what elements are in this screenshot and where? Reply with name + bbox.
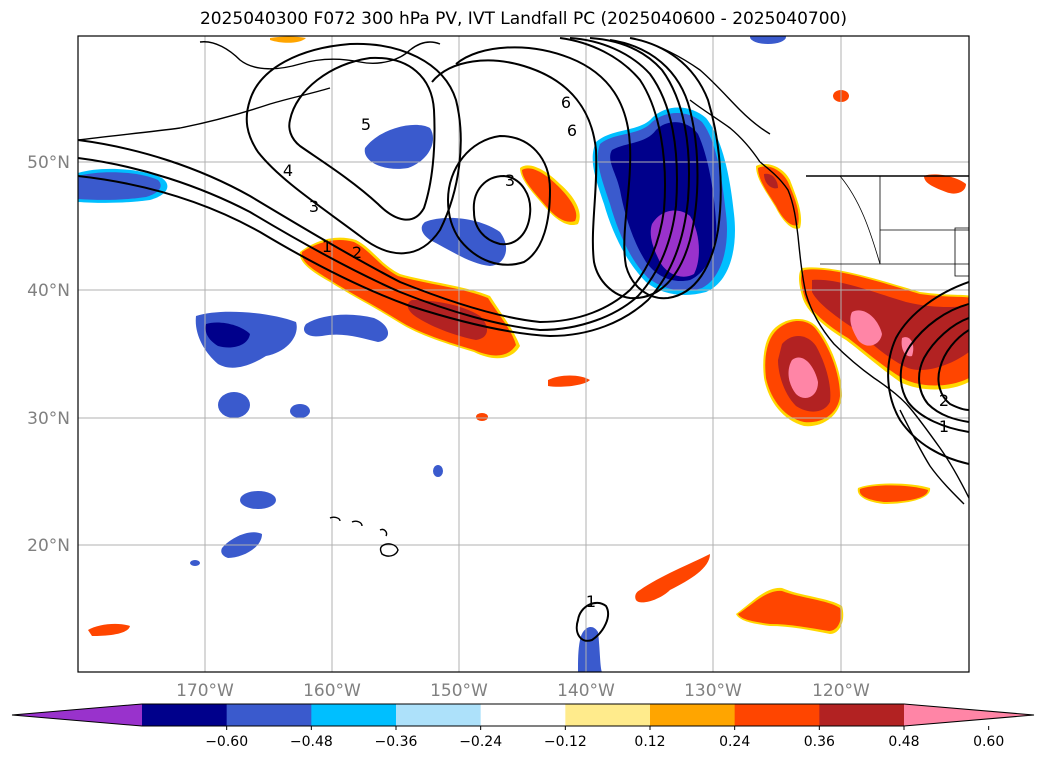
contour-label: 3 bbox=[309, 197, 319, 216]
lon-label: 120°W bbox=[812, 681, 870, 701]
contour-label: 2 bbox=[352, 243, 362, 262]
lat-lon-grid bbox=[78, 36, 969, 672]
colorbar-bin bbox=[226, 704, 312, 726]
colorbar-tick-label: −0.36 bbox=[375, 734, 418, 750]
contour-labels: 5 6 4 3 3 1 2 5 6 1 2 1 bbox=[283, 93, 949, 611]
lon-label: 160°W bbox=[303, 681, 361, 701]
longitude-labels: 170°W 160°W 150°W 140°W 130°W 120°W bbox=[176, 681, 870, 701]
colorbar-outline bbox=[11, 703, 1035, 727]
colorbar-tick-label: −0.24 bbox=[459, 734, 502, 750]
colorbar-tick-label: −0.48 bbox=[290, 734, 333, 750]
colorbar-bin bbox=[142, 704, 228, 726]
lat-label: 20°N bbox=[27, 536, 70, 556]
lon-label: 170°W bbox=[176, 681, 234, 701]
colorbar-tick-label: 0.24 bbox=[719, 734, 750, 750]
coastlines bbox=[78, 39, 969, 557]
colorbar-tick-label: 0.12 bbox=[634, 734, 665, 750]
contour-label: 3 bbox=[505, 171, 515, 190]
colorbar bbox=[11, 703, 1035, 727]
colorbar-extend-max bbox=[904, 704, 1034, 726]
state-borders bbox=[820, 175, 969, 277]
colorbar-bin bbox=[480, 704, 566, 726]
colorbar-tick-label: 0.36 bbox=[804, 734, 835, 750]
lon-label: 150°W bbox=[430, 681, 488, 701]
contour-label: 2 bbox=[939, 391, 949, 410]
colorbar-bin bbox=[396, 704, 482, 726]
lon-label: 140°W bbox=[557, 681, 615, 701]
map-border bbox=[77, 35, 970, 673]
lat-label: 40°N bbox=[27, 281, 70, 301]
contour-label: 1 bbox=[586, 592, 596, 611]
colorbar-bin bbox=[734, 704, 820, 726]
colorbar-bin bbox=[819, 704, 905, 726]
latitude-labels: 50°N 40°N 30°N 20°N bbox=[27, 153, 70, 556]
colorbar-bin bbox=[565, 704, 651, 726]
colorbar-tick-label: −0.12 bbox=[544, 734, 587, 750]
lat-label: 50°N bbox=[27, 153, 70, 173]
colorbar-tick-label: −0.60 bbox=[205, 734, 248, 750]
lon-label: 130°W bbox=[684, 681, 742, 701]
map-title: 2025040300 F072 300 hPa PV, IVT Landfall… bbox=[199, 9, 847, 29]
contour-label: 6 bbox=[567, 121, 577, 140]
colorbar-bin bbox=[650, 704, 736, 726]
lat-label: 30°N bbox=[27, 409, 70, 429]
colorbar-tick-label: 0.60 bbox=[973, 734, 1004, 750]
contour-label: 1 bbox=[939, 417, 949, 436]
contour-label: 1 bbox=[322, 237, 332, 256]
contour-label: 4 bbox=[283, 161, 293, 180]
colorbar-bin bbox=[311, 704, 397, 726]
colorbar-extend-min bbox=[12, 704, 142, 726]
colorbar-tick-label: 0.48 bbox=[888, 734, 919, 750]
colorbar-ticks: −0.60 −0.48 −0.36 −0.24 −0.12 0.12 0.24 0.36 0.4… bbox=[205, 726, 1004, 750]
contour-label: 6 bbox=[561, 93, 571, 112]
pv-contours bbox=[78, 37, 969, 642]
contour-label: 5 bbox=[361, 115, 371, 134]
